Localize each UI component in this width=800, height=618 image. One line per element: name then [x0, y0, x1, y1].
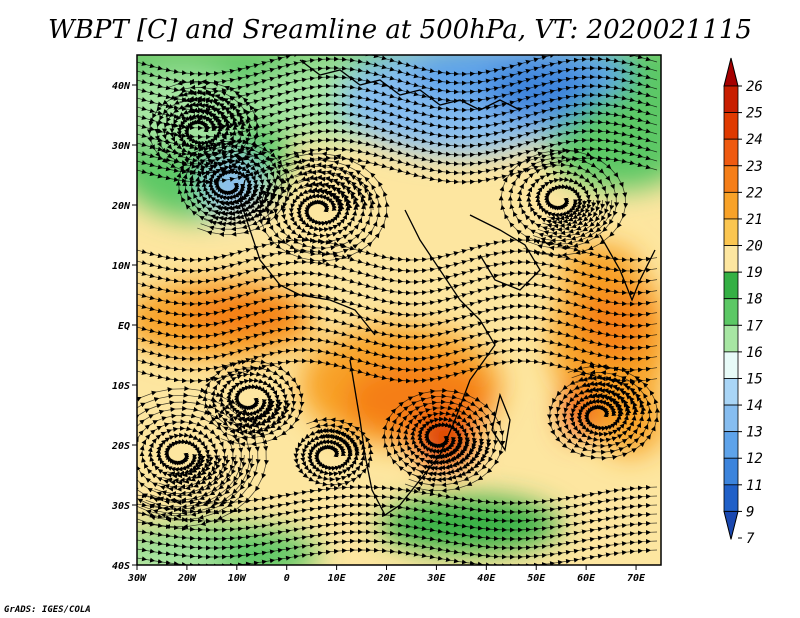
colorbar-segment — [723, 85, 739, 113]
colorbar-label: 12 — [746, 451, 763, 467]
colorbar-segment — [723, 298, 739, 326]
streamline — [381, 387, 506, 494]
x-tick-label: 10W — [228, 573, 247, 584]
colorbar-segment — [723, 112, 739, 140]
colorbar-label: 26 — [746, 79, 763, 95]
colorbar-segment — [723, 271, 739, 300]
colorbar: 26 25 24 23 22 21 20 19 18 17 16 15 14 13 12 11 9 7 — [723, 57, 763, 547]
colorbar-segment — [723, 218, 739, 246]
colorbar-segment — [723, 404, 739, 433]
y-tick-label: 20N — [111, 201, 131, 212]
colorbar-label: 23 — [746, 159, 763, 175]
region-east-warm-spot — [562, 382, 598, 438]
colorbar-label: 13 — [746, 425, 763, 441]
y-tick-label: 10S — [112, 381, 130, 392]
y-tick-label: 30S — [111, 501, 130, 512]
x-tick-label: 30E — [426, 573, 446, 584]
region-northeast-core — [485, 62, 595, 122]
coastline-madagascar — [491, 392, 511, 452]
colorbar-label: 9 — [746, 504, 754, 520]
colorbar-label: 19 — [746, 265, 763, 281]
coastlines — [239, 59, 656, 516]
colorbar-label: 15 — [746, 371, 763, 387]
colorbar-label: 22 — [746, 185, 763, 201]
colorbar-segment — [723, 138, 739, 167]
credit-label: GrADS: IGES/COLA — [4, 605, 91, 615]
colorbar-label: 18 — [746, 292, 763, 308]
y-tick-label: 40N — [112, 81, 131, 92]
colorbar-extend-bottom — [723, 510, 739, 540]
coastline-europe — [299, 59, 521, 111]
plot-frame — [136, 54, 662, 566]
x-tick-label: 20W — [177, 573, 197, 584]
colorbar-extend-top — [723, 57, 739, 87]
x-tick-label: 20E — [376, 573, 396, 584]
coastline-africa-east — [349, 209, 496, 516]
x-tick-label: 70E — [627, 573, 646, 584]
x-tick-label: 60E — [577, 573, 596, 584]
y-tick-label: EQ — [118, 321, 130, 332]
y-tick-label: 10N — [112, 261, 131, 272]
coastline-africa-west — [239, 179, 376, 336]
x-tick-label: 10E — [328, 573, 347, 584]
colorbar-segment — [723, 378, 739, 406]
streamlines — [137, 55, 660, 565]
y-axis: 40N 30N 20N 10N EQ 10S 20S 30S 40S — [111, 81, 137, 572]
plot-area — [137, 55, 661, 565]
colorbar-segment — [723, 245, 739, 273]
streamline — [137, 155, 658, 185]
chart-title: WBPT [C] and Sreamline at 500hPa, VT: 20… — [48, 15, 752, 45]
colorbar-label: 21 — [746, 212, 763, 228]
colorbar-label: 11 — [746, 478, 763, 494]
x-axis: 30W 20W 10W 0 10E 20E 30E 40E 50E 60E 70E — [127, 565, 646, 584]
x-tick-label: 40E — [477, 573, 496, 584]
colorbar-label: 20 — [746, 239, 763, 255]
x-tick-label: 50E — [527, 573, 546, 584]
colorbar-segment — [723, 165, 739, 193]
x-tick-label: 0 — [284, 573, 290, 584]
colorbar-segment — [723, 484, 739, 512]
region-northwest-lightgreen — [137, 70, 250, 150]
colorbar-label: 7 — [746, 531, 755, 547]
region-northeast-orange — [560, 245, 640, 295]
x-tick-label: 30W — [127, 573, 147, 584]
colorbar-segment — [723, 324, 739, 353]
colorbar-label: 17 — [746, 318, 763, 334]
colorbar-segment — [723, 457, 739, 486]
y-tick-label: 20S — [111, 441, 130, 452]
colorbar-segment — [723, 351, 739, 379]
colorbar-label: 16 — [746, 345, 763, 361]
streamline — [137, 358, 658, 384]
colorbar-label: 24 — [746, 132, 763, 148]
coastline-arabia — [469, 214, 541, 291]
y-tick-label: 40S — [112, 561, 130, 572]
colorbar-label: 14 — [746, 398, 763, 414]
y-tick-label: 30N — [111, 141, 131, 152]
region-east-green — [550, 110, 661, 190]
streamline — [137, 547, 658, 565]
colorbar-label: 25 — [746, 106, 763, 122]
colorbar-segment — [723, 431, 739, 459]
coastline-india — [599, 234, 656, 302]
colorbar-segment — [723, 191, 739, 220]
